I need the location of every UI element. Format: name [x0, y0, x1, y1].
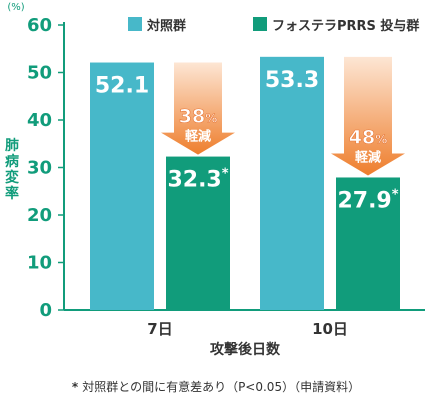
reduction-text: 軽減: [355, 149, 381, 165]
bar-value-label: 27.9*: [337, 187, 398, 213]
y-tick-label: 20: [27, 205, 52, 226]
bar-1-1: [90, 62, 154, 311]
bar-value-label: 32.3*: [167, 167, 228, 193]
legend-swatch-1: [128, 17, 142, 31]
bar-value-label: 52.1: [95, 74, 149, 99]
bar-value-label: 53.3: [265, 68, 319, 93]
reduction-annotations: 38%軽減 48%軽減: [161, 56, 405, 176]
legend-label-2: フォステラPRRS 投与群: [272, 18, 419, 34]
reduction-arrow: [161, 62, 235, 155]
x-tick-label: 10日: [312, 320, 348, 338]
legend: 対照群 フォステラPRRS 投与群: [128, 17, 419, 34]
bar-2-2: [336, 177, 400, 310]
reduction-percent-sign: %: [375, 132, 387, 146]
y-axis-title-char: 変: [5, 169, 19, 186]
y-tick-label: 40: [27, 110, 52, 131]
y-tick-label: 60: [27, 15, 52, 36]
reduction-percent: 38%: [179, 106, 217, 128]
significance-mark: *: [222, 167, 229, 182]
legend-swatch-2: [253, 17, 267, 31]
y-axis-title-char: 病: [5, 153, 19, 170]
legend-label-1: 対照群: [146, 18, 186, 34]
footnote-mark: *: [71, 380, 79, 394]
y-unit-label: (%): [7, 2, 24, 13]
y-tick-label: 50: [27, 63, 52, 84]
footnote-text: 対照群との間に有意差あり（P<0.05）（申請資料）: [82, 380, 361, 394]
footnote: * 対照群との間に有意差あり（P<0.05）（申請資料）: [0, 378, 432, 395]
reduction-text: 軽減: [185, 129, 211, 145]
bar-1-2: [260, 56, 324, 311]
reduction-percent: 48%: [349, 126, 387, 148]
y-axis-title-char: 肺: [5, 138, 19, 154]
y-axis-title-char: 率: [5, 185, 19, 202]
x-axis-title: 攻撃後日数: [210, 341, 281, 358]
reduction-arrow: [331, 56, 405, 176]
y-tick-label: 30: [27, 158, 52, 179]
y-tick-label: 0: [39, 300, 52, 321]
significance-mark: *: [392, 187, 399, 202]
reduction-percent-sign: %: [205, 112, 217, 126]
y-tick-label: 10: [27, 253, 52, 274]
bar-2-1: [166, 156, 230, 310]
x-tick-label: 7日: [147, 320, 172, 338]
